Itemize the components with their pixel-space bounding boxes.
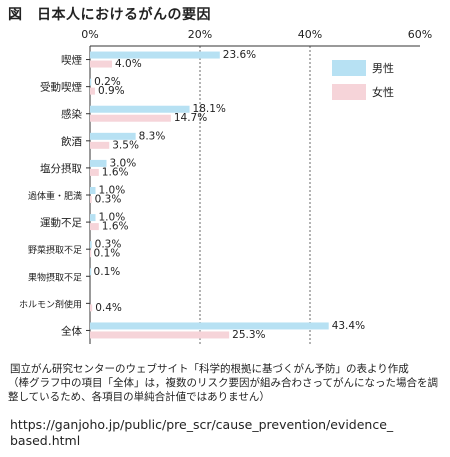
bar-female [90,196,92,203]
data-label: 0.1% [94,266,121,278]
bar-male [90,322,329,330]
x-tick-label: 40% [298,28,322,41]
data-label: 0.3% [95,239,122,251]
category-label: 野菜摂取不足 [28,244,82,256]
bar-female [90,141,110,149]
data-label: 23.6% [223,49,256,61]
disclaimer-note: （棒グラフ中の項目「全体」は，複数のリスク要因が組み合わさってがんになった場合を… [8,377,438,403]
bar-chart: 0% 20% 40% 60% 喫煙 23.6% 4.0% 受動喫煙 0.2%0.9% 感染 18.1… [19,28,432,344]
category-label: 運動不足 [40,216,82,229]
bar-male [90,105,190,113]
bar-female [90,168,99,176]
bar-female [90,331,230,339]
chart-title: 図 日本人におけるがんの要因 [8,7,211,23]
data-label: 1.6% [102,221,129,233]
source-note: 国立がん研究センターのウェブサイト「科学的根拠に基づくがん予防」の表より作成 [10,363,409,375]
category-label: 飲酒 [61,135,82,148]
category-label: 感染 [61,108,82,121]
data-label: 1.0% [99,185,126,197]
bar-female [90,250,92,258]
bar-female [90,304,93,312]
bar-male [90,214,96,222]
bar-female [90,114,171,122]
data-label: 0.3% [95,194,122,206]
bar-male [90,51,220,59]
legend-label-female: 女性 [372,85,394,99]
bar-female [90,87,95,95]
x-tick-label: 60% [408,28,432,41]
data-label: 8.3% [139,130,166,142]
x-tick-label: 0% [81,28,98,41]
data-label: 1.0% [99,212,126,224]
data-label: 0.1% [94,248,121,260]
data-label: 0.9% [98,85,125,97]
data-label: 0.4% [95,302,122,314]
legend-swatch-female [332,84,366,100]
category-label: 果物摂取不足 [28,271,82,283]
bar-female [90,60,112,68]
bar-male [90,78,92,86]
data-label: 25.3% [232,329,265,341]
category-label: 全体 [61,324,82,337]
x-tick-label: 20% [188,28,212,41]
legend-label-male: 男性 [372,61,394,75]
category-label: 受動喫煙 [40,81,82,94]
category-label: 喫煙 [61,55,82,67]
data-label: 3.0% [110,157,137,169]
data-label: 43.4% [332,320,365,332]
data-label: 4.0% [115,58,142,70]
data-label: 0.2% [94,76,121,88]
bar-male [90,132,136,140]
data-label: 18.1% [193,103,226,115]
source-url-line-1: https://ganjoho.jp/public/pre_scr/cause_… [10,417,394,432]
category-label: ホルモン剤使用 [19,298,82,310]
source-url-line-2: based.html [10,433,81,448]
data-label: 3.5% [112,139,139,151]
bar-female [90,223,99,231]
bar-male [90,159,107,167]
bar-male [90,241,92,249]
legend-swatch-male [332,60,366,76]
data-label: 1.6% [102,166,129,178]
bar-male [90,268,92,276]
category-label: 過体重・肥満 [28,190,82,202]
category-label: 塩分摂取 [40,162,82,175]
data-label: 14.7% [174,112,207,124]
bar-male [90,187,96,194]
